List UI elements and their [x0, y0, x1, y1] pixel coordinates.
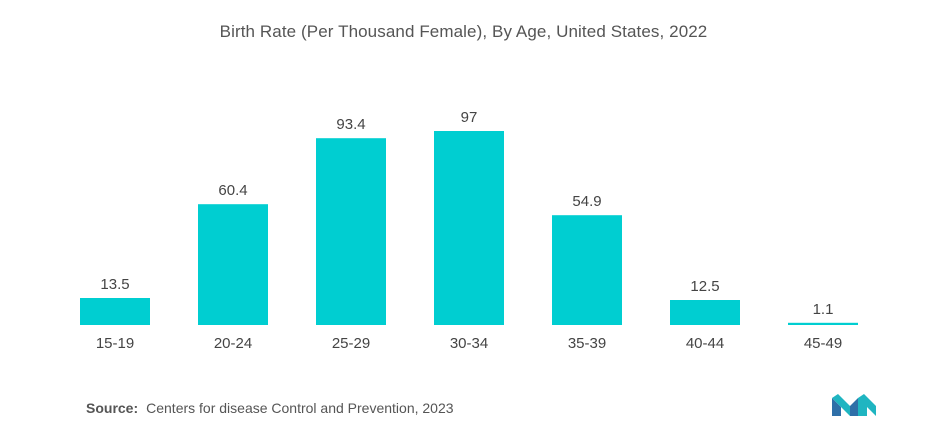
- value-label-35-39: 54.9: [572, 193, 601, 210]
- value-label-30-34: 97: [461, 109, 478, 126]
- brand-logo-icon: [832, 394, 876, 416]
- chart-title: Birth Rate (Per Thousand Female), By Age…: [219, 22, 708, 41]
- bar-30-34: [434, 131, 504, 325]
- category-label-35-39: 35-39: [568, 335, 606, 352]
- value-label-40-44: 12.5: [690, 278, 719, 295]
- source-note: Source: Centers for disease Control and P…: [86, 400, 454, 416]
- category-label-15-19: 15-19: [96, 335, 134, 352]
- value-label-25-29: 93.4: [336, 116, 365, 133]
- category-label-40-44: 40-44: [686, 335, 724, 352]
- category-label-45-49: 45-49: [804, 335, 842, 352]
- bar-40-44: [670, 300, 740, 325]
- bar-45-49: [788, 322, 858, 325]
- bar-20-24: [198, 204, 268, 325]
- category-label-20-24: 20-24: [214, 335, 252, 352]
- value-label-20-24: 60.4: [218, 182, 247, 199]
- source-text: Centers for disease Control and Preventi…: [146, 400, 454, 416]
- category-label-25-29: 25-29: [332, 335, 370, 352]
- bar-35-39: [552, 215, 622, 325]
- bar-25-29: [316, 138, 386, 325]
- value-label-45-49: 1.1: [813, 301, 834, 318]
- value-label-15-19: 13.5: [100, 276, 129, 293]
- category-label-30-34: 30-34: [450, 335, 488, 352]
- source-label: Source:: [86, 400, 139, 416]
- bar-15-19: [80, 298, 150, 325]
- bars-group: 13.5 15-19 60.4 20-24 93.4 25-29 97 30-34 54.9 35…: [80, 109, 858, 352]
